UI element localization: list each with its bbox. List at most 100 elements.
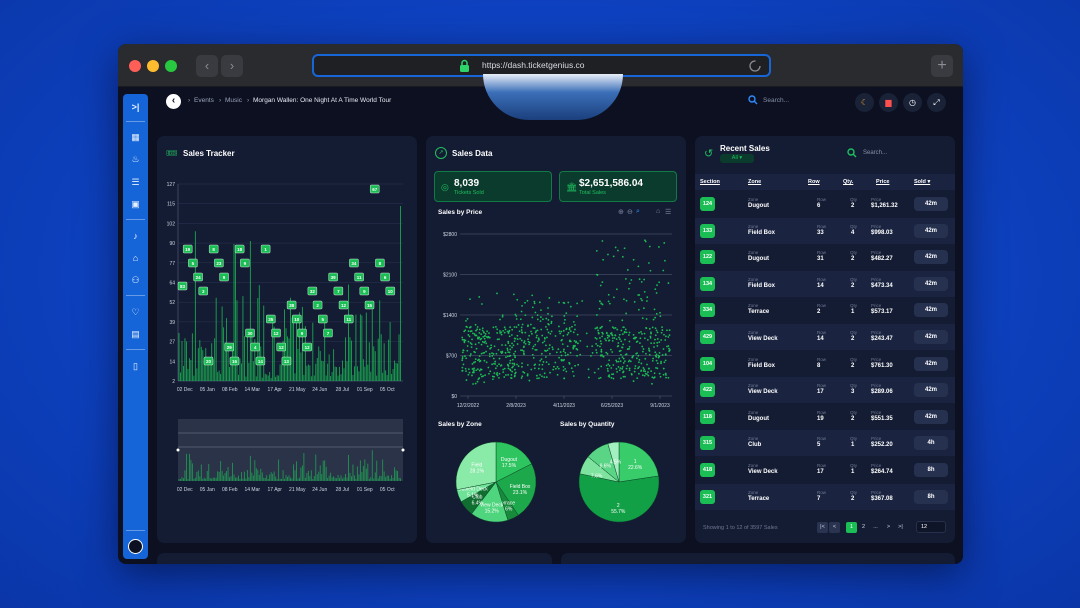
theme-toggle-icon[interactable]: ☾ [855,93,874,112]
scatter-point [481,327,484,330]
filter-dropdown[interactable]: All ▾ [720,154,754,163]
pagination-button[interactable]: ... [870,522,881,533]
sold-time-badge[interactable]: 42m [914,276,948,291]
header-price[interactable]: Price [876,179,890,185]
page-size-select[interactable]: 12 [916,521,946,533]
breadcrumb-events[interactable]: Events [194,97,214,104]
dashboard-icon[interactable]: ▦ [131,132,140,142]
section-badge: 422 [700,383,715,398]
reset-zoom-icon[interactable]: ⌂ [656,208,661,215]
back-icon[interactable]: ‹ [196,55,218,77]
fullscreen-icon[interactable]: ⤢ [927,93,946,112]
sold-time-badge[interactable]: 42m [914,223,948,238]
music-icon[interactable]: ♪ [133,231,138,241]
recent-sales-search-input[interactable]: Search... [863,150,888,156]
header-section[interactable]: Section [700,179,720,185]
mobile-icon[interactable]: ▯ [133,361,138,371]
price-label: Price [871,409,882,415]
header-row[interactable]: Row [808,179,820,185]
pagination-button[interactable]: 2 [858,522,869,533]
language-flag-icon[interactable]: ▆ [879,93,898,112]
qty-label: Qty [850,223,858,229]
pagination-button[interactable]: < [829,522,840,533]
sold-time-badge[interactable]: 4h [914,436,948,451]
scatter-point [494,325,497,328]
sold-time-badge[interactable]: 42m [914,197,948,211]
clock-icon[interactable]: ◷ [903,93,922,112]
pagination-button[interactable]: 1 [846,522,857,533]
calendar-alt-icon[interactable]: ▤ [131,329,140,339]
forward-icon[interactable]: › [221,55,243,77]
table-row[interactable]: 122 Zone Dugout Row 31 Qty 2 Price $482.27 42m [695,244,955,270]
fire-icon[interactable]: ♨ [131,154,140,164]
pagination-button[interactable]: |< [817,522,828,533]
table-row[interactable]: 429 Zone View Deck Row 14 Qty 2 Price $243.47 42m [695,324,955,350]
close-window-button[interactable] [129,60,141,72]
scatter-point [557,348,560,351]
header-sold[interactable]: Sold ▾ [914,179,931,185]
scatter-point [649,269,652,272]
table-row[interactable]: 133 Zone Field Box Row 33 Qty 4 Price $998.03 42m [695,217,955,244]
top-bar: ‹ › Events › Music › Morgan Wallen: One … [158,90,956,114]
scatter-point [515,318,518,320]
scatter-point [510,377,513,380]
price-label: Price [871,436,882,442]
heart-icon[interactable]: ♡ [131,307,140,317]
scatter-point [597,332,600,335]
table-row[interactable]: 134 Zone Field Box Row 14 Qty 2 Price $473.34 42m [695,270,955,297]
header-sold-label: Sold [914,179,926,185]
zoom-select-icon[interactable]: ⌕ [636,208,640,215]
sold-time-badge[interactable]: 8h [914,489,948,504]
table-row[interactable]: 321 Zone Terrace Row 7 Qty 2 Price $367.08 8h [695,483,955,510]
minimize-window-button[interactable] [147,60,159,72]
ticket-icon: 🎟 [166,148,178,158]
pagination-button[interactable]: >| [895,522,906,533]
scatter-point [563,348,565,351]
table-row[interactable]: 118 Zone Dugout Row 19 Qty 2 Price $551.35 42m [695,404,955,430]
maximize-window-button[interactable] [165,60,177,72]
calendar-icon[interactable]: ▣ [131,199,140,209]
sales-by-price-chart[interactable]: $2800 $2100 $1400 $700 $012/2/2022 2/8/2023 4/… [426,220,686,415]
table-row[interactable]: 334 Zone Terrace Row 2 Qty 1 Price $573.17 42m [695,297,955,323]
scatter-point [653,346,655,348]
sold-time-badge[interactable]: 42m [914,303,948,318]
data-label: 13 [284,359,290,364]
table-row[interactable]: 422 Zone View Deck Row 17 Qty 3 Price $289.06 42m [695,377,955,404]
header-qty[interactable]: Qty. [843,179,854,185]
table-row[interactable]: 104 Zone Field Box Row 8 Qty 2 Price $761.30 42m [695,351,955,377]
tickets-icon[interactable]: ⚇ [131,275,140,285]
zoom-in-icon[interactable]: ⊕ [618,209,624,216]
venue-icon[interactable]: ⌂ [132,253,139,263]
scatter-point [620,353,622,356]
zoom-out-icon[interactable]: ⊖ [627,209,633,216]
sold-time-badge[interactable]: 42m [914,330,948,344]
sold-time-badge[interactable]: 42m [914,409,948,424]
sold-time-badge[interactable]: 42m [914,383,948,398]
new-tab-icon[interactable]: + [931,55,953,77]
table-row[interactable]: 315 Zone Club Row 5 Qty 1 Price $252.20 4h [695,430,955,457]
scatter-point [486,345,489,348]
scatter-point [561,338,563,341]
pagination-button[interactable]: > [883,522,894,533]
table-row[interactable]: 418 Zone View Deck Row 17 Qty 1 Price $264.74 8h [695,457,955,483]
search-input[interactable]: Search... [763,97,790,104]
sold-time-badge[interactable]: 8h [914,463,948,477]
sold-time-badge[interactable]: 42m [914,250,948,265]
table-row[interactable]: 124 Zone Dugout Row 6 Qty 2 Price $1,261.32 42m [695,191,955,217]
logo-icon[interactable] [128,539,143,554]
total-sales-label: Total Sales [579,190,606,196]
data-label: 29 [227,345,233,350]
header-zone[interactable]: Zone [748,179,762,185]
sales-by-quantity-chart[interactable]: 122.6% 255.7% 7.6% 9.6%4.5% [569,432,669,532]
list-icon[interactable]: ☰ [131,177,140,187]
sold-time-badge[interactable]: 42m [914,356,948,371]
back-button[interactable]: ‹ [166,94,181,109]
chart-menu-icon[interactable]: ☰ [665,209,672,216]
collapse-icon[interactable]: >| [131,102,140,112]
scatter-point [621,333,624,336]
reload-icon[interactable] [748,59,762,73]
scatter-point [507,367,510,370]
breadcrumb-music[interactable]: Music [225,97,242,104]
